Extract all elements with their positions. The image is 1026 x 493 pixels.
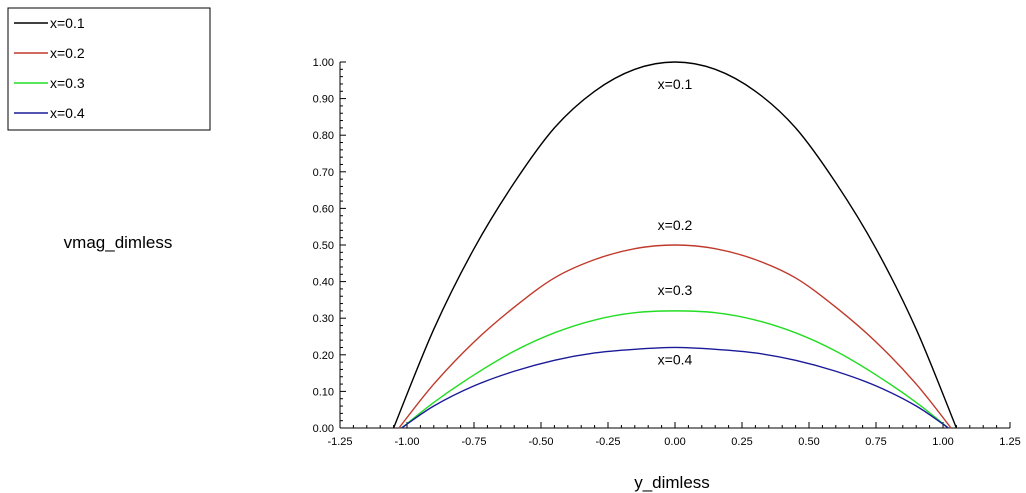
legend-label-2: x=0.2 <box>50 45 85 61</box>
y-tick-label: 0.60 <box>313 203 334 215</box>
axes: -1.25 -1.00 -0.75 -0.50 -0.25 0.00 0.25 0.50 0.7… <box>313 57 1021 448</box>
y-tick-label: 0.30 <box>313 313 334 325</box>
y-tick-label: 0.90 <box>313 94 334 106</box>
x-tick-label: -0.75 <box>461 436 486 448</box>
legend-label-3: x=0.3 <box>50 75 85 91</box>
y-ticks: 0.00 0.10 0.20 0.30 0.40 0.50 0.60 0.70 0.80 0.90… <box>313 57 346 435</box>
series-group <box>392 61 958 429</box>
series-line-2 <box>398 244 952 429</box>
curve-label-2: x=0.2 <box>658 217 693 233</box>
x-tick-label: 1.00 <box>932 436 953 448</box>
x-tick-label: -1.25 <box>327 436 352 448</box>
y-tick-label: 1.00 <box>313 57 334 69</box>
series-line-4 <box>401 346 949 429</box>
x-tick-label: 0.25 <box>731 436 752 448</box>
curve-label-3: x=0.3 <box>658 282 693 298</box>
y-tick-label: 0.50 <box>313 240 334 252</box>
x-ticks: -1.25 -1.00 -0.75 -0.50 -0.25 0.00 0.25 0.50 0.7… <box>327 422 1021 448</box>
curve-labels: x=0.1 x=0.2 x=0.3 x=0.4 <box>658 76 693 367</box>
curve-label-4: x=0.4 <box>658 351 693 367</box>
y-tick-label: 0.10 <box>313 386 334 398</box>
x-tick-label: 0.00 <box>664 436 685 448</box>
x-tick-label: -0.50 <box>528 436 553 448</box>
series-line-1 <box>392 61 958 429</box>
y-tick-label: 0.40 <box>313 277 334 289</box>
y-tick-label: 0.80 <box>313 130 334 142</box>
legend: x=0.1 x=0.2 x=0.3 x=0.4 <box>7 7 211 131</box>
series-line-3 <box>401 310 949 429</box>
y-tick-label: 0.70 <box>313 167 334 179</box>
legend-label-1: x=0.1 <box>50 15 85 31</box>
x-tick-label: 0.75 <box>865 436 886 448</box>
x-tick-label: -0.25 <box>595 436 620 448</box>
y-tick-label: 0.20 <box>313 350 334 362</box>
x-tick-label: 1.25 <box>999 436 1020 448</box>
x-tick-label: -1.00 <box>394 436 419 448</box>
x-tick-label: 0.50 <box>798 436 819 448</box>
legend-label-4: x=0.4 <box>50 105 85 121</box>
y-axis-title: vmag_dimless <box>64 233 173 252</box>
curve-label-1: x=0.1 <box>658 76 693 92</box>
y-tick-label: 0.00 <box>313 423 334 435</box>
legend-frame <box>7 7 211 131</box>
x-axis-title: y_dimless <box>634 473 710 492</box>
